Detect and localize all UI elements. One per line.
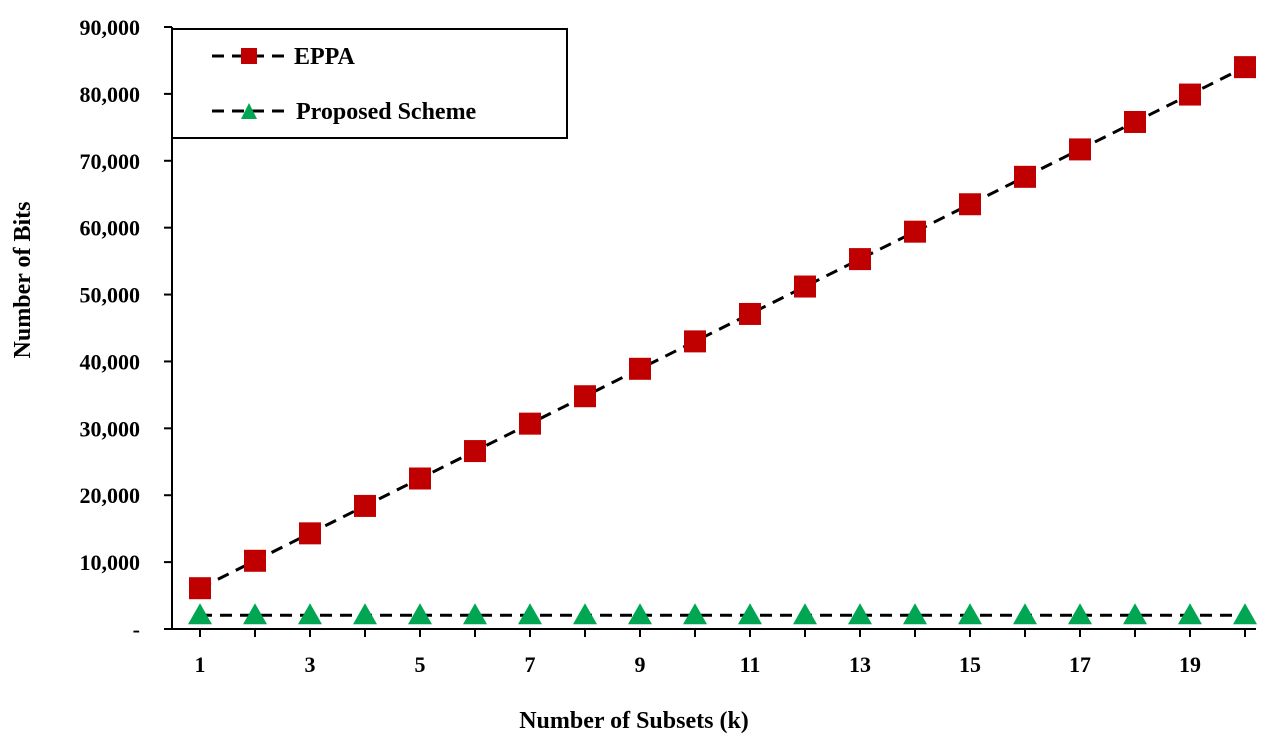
- eppa-point: [244, 549, 266, 572]
- legend-eppa-label: EPPA: [294, 44, 356, 70]
- proposed-scheme-point: [1013, 603, 1037, 625]
- x-tick-label: 3: [305, 652, 316, 677]
- y-tick-label: 30,000: [80, 416, 141, 441]
- y-axis-title: Number of Bits: [10, 202, 36, 359]
- eppa-point: [1069, 138, 1091, 161]
- eppa-point: [519, 412, 541, 435]
- y-tick-label: -: [133, 617, 140, 642]
- eppa-point: [1234, 56, 1256, 79]
- y-tick-label: 90,000: [80, 15, 141, 40]
- x-tick-label: 11: [740, 652, 761, 677]
- proposed-scheme-point: [1233, 603, 1257, 625]
- proposed-scheme-point: [683, 603, 707, 625]
- eppa-point: [794, 275, 816, 298]
- eppa-point: [849, 248, 871, 271]
- proposed-scheme-point: [793, 603, 817, 625]
- eppa-point: [1124, 110, 1146, 133]
- proposed-scheme-point: [958, 603, 982, 625]
- legend-box: [171, 28, 568, 139]
- proposed-scheme-point: [628, 603, 652, 625]
- y-tick-label: 50,000: [80, 283, 141, 308]
- y-tick-label: 20,000: [80, 483, 141, 508]
- proposed-scheme-point: [353, 603, 377, 625]
- y-tick-label: 10,000: [80, 550, 141, 575]
- proposed-scheme-point: [1068, 603, 1092, 625]
- x-axis-title: Number of Subsets (k): [519, 708, 749, 734]
- proposed-scheme-point: [243, 603, 267, 625]
- proposed-scheme-point: [408, 603, 432, 625]
- eppa-point: [299, 522, 321, 545]
- eppa-point: [959, 193, 981, 216]
- proposed-scheme-point: [188, 603, 212, 625]
- proposed-scheme-point: [298, 603, 322, 625]
- eppa-point: [574, 385, 596, 408]
- eppa-point: [464, 440, 486, 463]
- x-tick-label: 17: [1069, 652, 1091, 677]
- legend: EPPA Proposed Scheme: [171, 28, 568, 139]
- eppa-point: [409, 467, 431, 490]
- eppa-series-line: [199, 65, 1246, 590]
- y-tick-label: 80,000: [80, 82, 141, 107]
- proposed-scheme-point: [738, 603, 762, 625]
- x-tick-label: 13: [849, 652, 871, 677]
- eppa-point: [1014, 165, 1036, 188]
- x-tick-label: 5: [415, 652, 426, 677]
- eppa-point: [1179, 83, 1201, 106]
- y-tick-label: 60,000: [80, 216, 141, 241]
- proposed-scheme-point: [518, 603, 542, 625]
- legend-eppa-marker: [241, 48, 257, 64]
- eppa-point: [354, 494, 376, 517]
- proposed-scheme-point: [1178, 603, 1202, 625]
- proposed-scheme-point: [903, 603, 927, 625]
- x-tick-label: 9: [635, 652, 646, 677]
- x-tick-label: 15: [959, 652, 981, 677]
- eppa-point: [684, 330, 706, 353]
- eppa-point: [629, 357, 651, 380]
- eppa-point: [904, 220, 926, 243]
- x-ticks: 1 3 5 7 9 11 13 15 17 19: [195, 629, 1246, 677]
- proposed-scheme-point: [848, 603, 872, 625]
- x-tick-label: 19: [1179, 652, 1201, 677]
- legend-proposed-label: Proposed Scheme: [296, 99, 477, 125]
- eppa-point: [739, 302, 761, 325]
- eppa-point: [189, 577, 211, 600]
- proposed-scheme-point: [463, 603, 487, 625]
- y-tick-label: 70,000: [80, 149, 141, 174]
- y-tick-label: 40,000: [80, 349, 141, 374]
- proposed-scheme-point: [1123, 603, 1147, 625]
- plot-area: [188, 56, 1257, 625]
- legend-proposed-marker: [241, 103, 257, 119]
- x-tick-label: 1: [195, 652, 206, 677]
- x-tick-label: 7: [525, 652, 536, 677]
- y-ticks: - 10,000 20,000 30,000 40,000 50,000 60,000 70,…: [80, 15, 172, 642]
- proposed-scheme-point: [573, 603, 597, 625]
